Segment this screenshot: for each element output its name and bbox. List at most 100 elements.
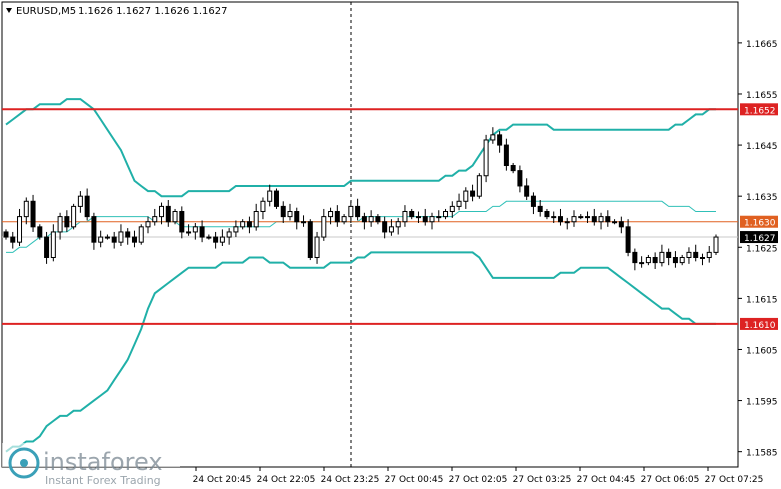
candlesticks — [3, 127, 719, 271]
candle-body — [186, 231, 192, 234]
candle-body — [321, 216, 327, 238]
candle-body — [422, 216, 428, 223]
candle — [517, 165, 523, 193]
price-level-label: 1.1630 — [744, 219, 776, 229]
candle — [361, 212, 367, 230]
candle-body — [125, 231, 131, 238]
candle-body — [537, 205, 543, 213]
x-tick-label: 27 Oct 03:25 — [513, 475, 572, 485]
candle-body — [287, 211, 293, 218]
candle — [152, 208, 158, 226]
price-level-tag — [740, 103, 778, 116]
candle-body — [179, 211, 185, 233]
candle — [368, 210, 374, 227]
price-level-label: 1.1610 — [744, 321, 776, 331]
candle-body — [639, 262, 645, 265]
candle — [564, 217, 570, 230]
x-tick-label: 24 Oct 23:25 — [321, 475, 380, 485]
y-tick-label: 1.1635 — [746, 193, 778, 203]
candle-body — [645, 256, 651, 264]
price-level-tag — [740, 215, 778, 228]
candle-body — [111, 236, 117, 243]
candle — [104, 234, 110, 240]
candle — [463, 187, 469, 209]
candle-body — [429, 216, 435, 223]
candle — [273, 188, 279, 209]
x-tick-label: 27 Oct 06:05 — [641, 475, 700, 485]
y-tick-label: 1.1585 — [746, 449, 778, 459]
candle-body — [693, 251, 699, 258]
candle — [307, 219, 313, 261]
candle — [679, 254, 685, 266]
middle-band-line — [6, 200, 716, 253]
candle-body — [361, 216, 367, 223]
candle — [159, 202, 165, 225]
candle-body — [449, 205, 455, 213]
candle-body — [50, 231, 56, 258]
candle-body — [672, 256, 678, 264]
ohlc-readout: 1.1626 1.1627 1.1626 1.1627 — [78, 6, 228, 17]
instaforex-logo-core — [20, 459, 28, 467]
candle — [375, 214, 381, 225]
y-tick-label: 1.1655 — [746, 91, 778, 101]
candle — [409, 208, 415, 220]
candle — [557, 208, 563, 226]
candle — [287, 203, 293, 221]
candle — [436, 210, 442, 222]
candle — [591, 208, 597, 226]
plot-frame — [1, 1, 739, 468]
candle — [470, 184, 476, 202]
candle-body — [510, 165, 516, 172]
candle-body — [341, 216, 347, 223]
candle-body — [44, 236, 50, 258]
candle-body — [301, 221, 307, 224]
candle-body — [659, 251, 665, 264]
candle — [524, 178, 530, 201]
candle-body — [503, 144, 509, 167]
candle-body — [328, 211, 334, 218]
candle-body — [226, 231, 232, 238]
candle-body — [625, 226, 631, 253]
candle — [449, 201, 455, 218]
candle-body — [591, 216, 597, 223]
candle-body — [382, 221, 388, 233]
candle — [355, 198, 361, 221]
x-tick-label: 27 Oct 00:45 — [385, 475, 444, 485]
candle — [530, 192, 536, 215]
candle — [659, 244, 665, 267]
candle — [639, 256, 645, 268]
candle-body — [517, 170, 523, 187]
candle — [138, 224, 144, 245]
candle-body — [30, 200, 36, 228]
candle-body — [598, 216, 604, 223]
candle-body — [57, 216, 63, 233]
candle — [84, 188, 90, 221]
price-level-tag — [740, 317, 778, 330]
y-tick-label: 1.1665 — [746, 40, 778, 50]
instaforex-logo-icon — [8, 447, 40, 479]
candle-body — [415, 216, 421, 219]
y-tick-label: 1.1615 — [746, 295, 778, 305]
candle-body — [544, 211, 550, 218]
candle — [652, 252, 658, 269]
watermark-backdrop — [2, 443, 180, 467]
x-tick-label: 24 Oct 22:05 — [257, 475, 316, 485]
candle-body — [240, 221, 246, 228]
symbol-dropdown-icon[interactable] — [6, 8, 12, 13]
candle-body — [706, 251, 712, 258]
candle — [91, 212, 97, 250]
watermark-brand: instaforex — [43, 448, 163, 476]
candle-body — [524, 185, 530, 197]
candle-body — [436, 216, 442, 219]
candle-body — [71, 205, 77, 228]
upper-band-line — [5, 98, 716, 198]
y-tick-label: 1.1645 — [746, 142, 778, 152]
candle — [598, 212, 604, 230]
candle-body — [618, 221, 624, 228]
candle — [219, 229, 225, 246]
candle-body — [348, 205, 354, 218]
candle — [321, 208, 327, 241]
candle — [429, 212, 435, 230]
